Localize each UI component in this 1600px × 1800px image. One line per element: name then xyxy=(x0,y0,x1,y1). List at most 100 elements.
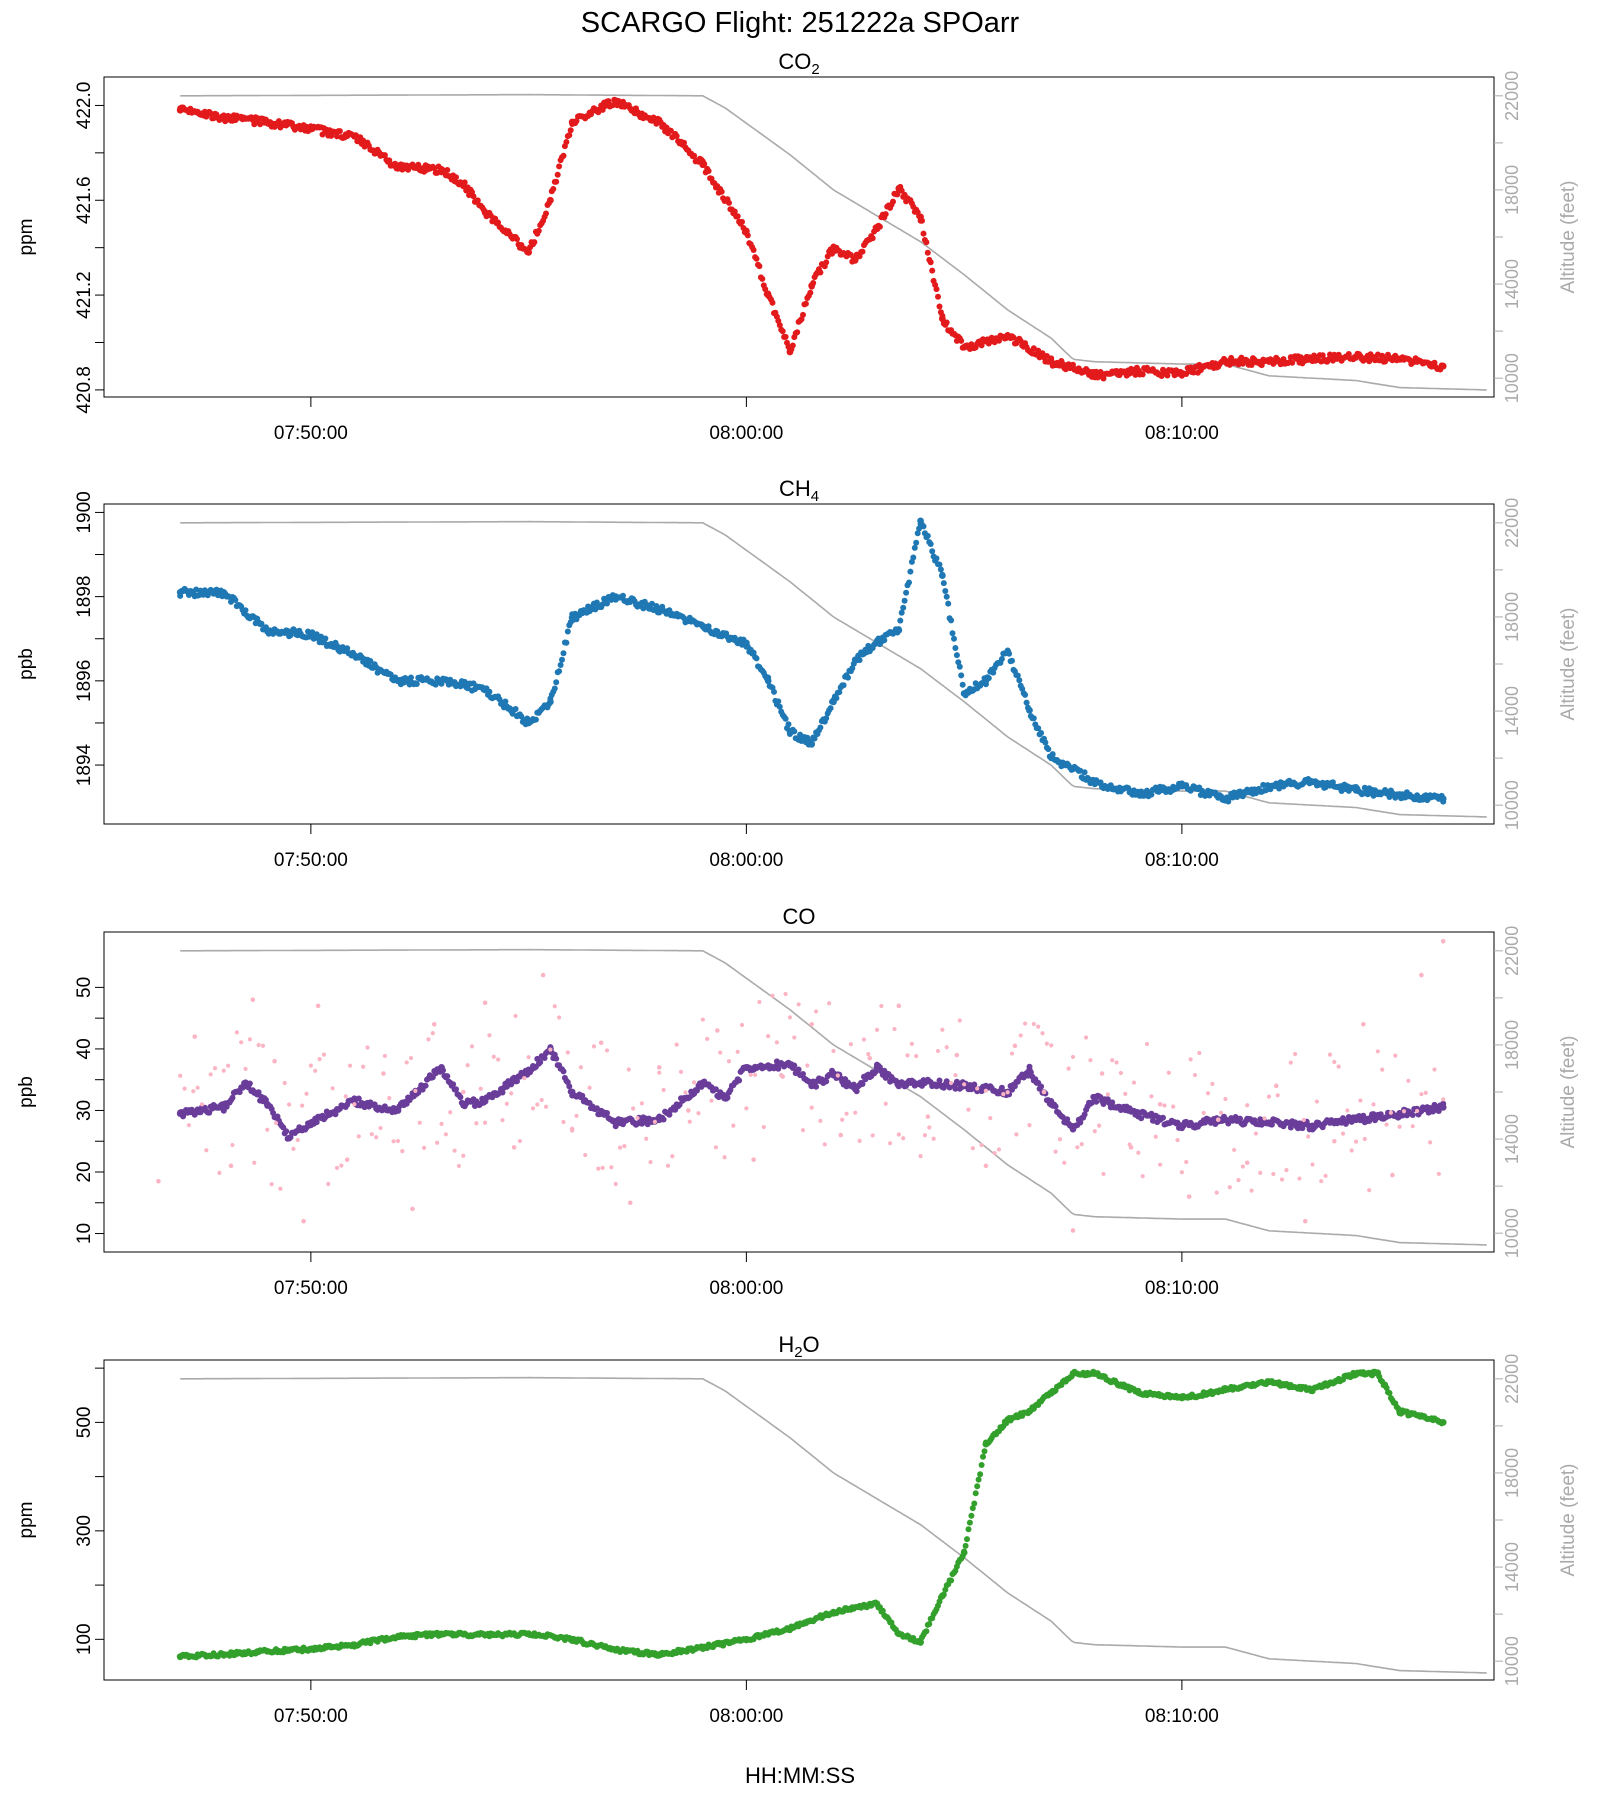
data-point xyxy=(263,1100,271,1108)
data-point xyxy=(553,679,560,686)
data-point xyxy=(779,328,786,335)
data-point xyxy=(212,1066,218,1071)
data-point xyxy=(879,1607,886,1614)
data-point xyxy=(269,1182,274,1187)
data-point xyxy=(1293,1051,1298,1057)
data-point xyxy=(901,1136,906,1141)
data-point xyxy=(948,617,955,624)
data-point xyxy=(789,342,796,349)
data-point xyxy=(1091,778,1099,786)
data-point xyxy=(844,1111,849,1116)
data-point xyxy=(556,163,563,170)
altitude-line xyxy=(180,93,1487,391)
data-point xyxy=(232,597,239,603)
data-point xyxy=(1045,746,1052,753)
data-point xyxy=(553,178,560,185)
data-point xyxy=(255,1089,262,1096)
data-point xyxy=(1162,1103,1167,1108)
data-point xyxy=(332,1111,339,1118)
data-point xyxy=(1171,1104,1176,1109)
y2-axis-label: Altitude (feet) xyxy=(1558,1464,1579,1577)
data-point xyxy=(568,118,576,126)
data-point xyxy=(851,256,859,263)
data-point xyxy=(326,1181,331,1187)
data-point xyxy=(1134,1389,1142,1396)
data-point xyxy=(665,1163,671,1168)
data-point xyxy=(387,1096,392,1101)
data-point xyxy=(627,1200,633,1206)
data-point xyxy=(925,1114,931,1119)
data-point xyxy=(859,1081,866,1087)
data-point xyxy=(924,532,931,539)
data-point xyxy=(591,1044,597,1049)
data-point xyxy=(1396,1110,1404,1117)
data-point xyxy=(966,1107,971,1112)
data-point xyxy=(752,1072,758,1078)
data-point xyxy=(739,1022,745,1028)
data-point xyxy=(936,1077,943,1084)
data-point xyxy=(1249,1188,1254,1193)
data-point xyxy=(178,1073,183,1078)
data-point xyxy=(895,185,903,192)
data-point xyxy=(670,1154,675,1159)
data-point xyxy=(330,1086,335,1091)
data-point xyxy=(883,1101,888,1106)
data-point xyxy=(525,249,533,256)
data-point xyxy=(247,1037,252,1042)
data-point xyxy=(1419,972,1424,978)
data-point xyxy=(1070,361,1076,368)
data-point xyxy=(617,1145,623,1150)
data-point xyxy=(949,630,956,637)
y2-tick-label: 22000 xyxy=(1502,926,1522,976)
data-point xyxy=(369,1132,374,1137)
data-point xyxy=(413,681,420,687)
data-point xyxy=(322,635,329,642)
data-point xyxy=(795,1066,802,1073)
data-point xyxy=(550,186,557,192)
data-point xyxy=(927,1125,932,1130)
data-point xyxy=(757,999,762,1005)
data-point xyxy=(715,1028,720,1033)
data-point xyxy=(1081,1111,1088,1118)
data-point xyxy=(942,588,949,594)
data-point xyxy=(301,1218,306,1224)
data-point xyxy=(1047,1100,1055,1108)
data-point xyxy=(683,1090,688,1095)
data-point xyxy=(731,1123,736,1128)
data-point xyxy=(940,580,947,587)
data-point xyxy=(1353,1139,1359,1144)
data-point xyxy=(604,600,610,607)
data-point xyxy=(525,1630,533,1638)
data-point xyxy=(808,282,816,289)
data-point xyxy=(964,1536,970,1543)
data-point xyxy=(1253,1131,1259,1136)
y2-tick-label: 22000 xyxy=(1502,1354,1522,1404)
data-point xyxy=(958,672,965,679)
data-point xyxy=(435,1140,440,1145)
data-point xyxy=(1236,1178,1241,1183)
data-point xyxy=(474,197,481,204)
y2-axis-label: Altitude (feet) xyxy=(1558,1036,1579,1149)
data-point xyxy=(859,248,866,255)
data-point xyxy=(905,1053,910,1058)
data-point xyxy=(830,1608,837,1616)
y-axis-label: ppm xyxy=(16,1502,37,1539)
data-point xyxy=(1419,1092,1424,1097)
data-point xyxy=(559,656,565,663)
y-tick-label: 1898 xyxy=(74,575,95,617)
data-point xyxy=(1088,1058,1093,1063)
data-point xyxy=(413,1088,418,1093)
data-point xyxy=(1192,1072,1198,1078)
data-point xyxy=(552,1004,557,1009)
data-point xyxy=(295,1137,300,1143)
data-point xyxy=(914,1054,919,1059)
x-tick-label: 08:10:00 xyxy=(1145,1706,1219,1727)
series-points-h2o xyxy=(176,1368,1447,1661)
data-point xyxy=(1367,1188,1372,1193)
data-point xyxy=(1319,779,1326,786)
data-point xyxy=(960,343,968,351)
data-point xyxy=(382,1053,388,1059)
x-tick-label: 08:00:00 xyxy=(709,423,783,444)
data-point xyxy=(1352,786,1360,794)
data-point xyxy=(1097,779,1104,786)
